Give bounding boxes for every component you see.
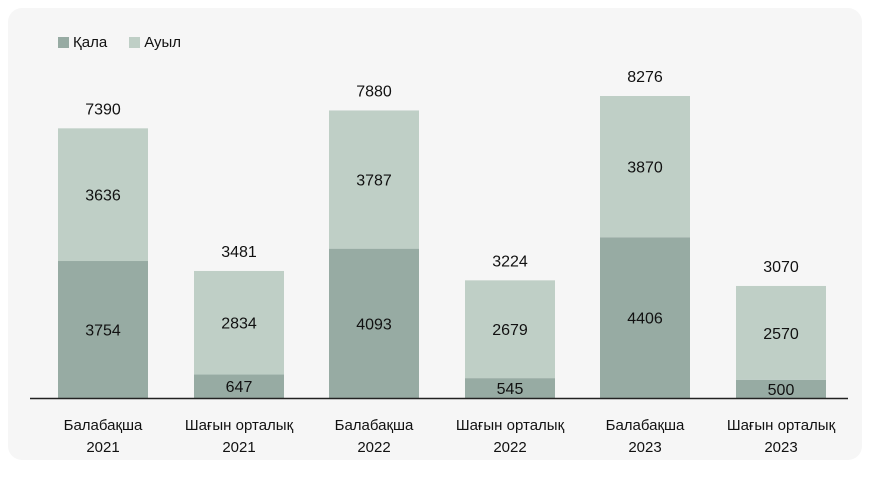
x-tick-label-year: 2022	[357, 439, 390, 456]
bar-segment-city	[329, 248, 419, 398]
bar-segment-village	[600, 96, 690, 238]
x-tick-label-year: 2021	[222, 439, 255, 456]
data-label-city: 545	[497, 381, 524, 398]
data-label-city: 647	[226, 379, 253, 396]
x-tick-label-year: 2022	[493, 439, 526, 456]
data-label-village: 3870	[627, 160, 663, 177]
legend-label-village: Ауыл	[144, 34, 182, 51]
data-label-total: 7390	[85, 101, 121, 118]
bar-segment-village	[465, 280, 555, 379]
x-tick-label-category: Шағын орталық	[456, 417, 565, 434]
data-label-total: 8276	[627, 69, 663, 86]
data-label-total: 3224	[492, 253, 528, 270]
data-label-total: 7880	[356, 83, 392, 100]
x-tick-label-category: Балабақша	[606, 417, 685, 434]
data-label-city: 500	[768, 382, 795, 399]
data-label-city: 4093	[356, 316, 392, 333]
data-label-village: 3787	[356, 173, 392, 190]
bar-segment-city	[600, 237, 690, 398]
data-label-village: 2570	[763, 326, 799, 343]
legend-item-city: Қала	[58, 34, 107, 51]
data-label-total: 3481	[221, 244, 257, 261]
legend-item-village: Ауыл	[129, 34, 181, 51]
x-tick-label-year: 2023	[764, 439, 797, 456]
chart-card	[8, 8, 862, 460]
bar-segment-village	[58, 128, 148, 262]
x-tick-label-year: 2023	[628, 439, 661, 456]
bar-segment-city	[736, 379, 826, 398]
bar-segment-city	[194, 374, 284, 398]
data-label-city: 4406	[627, 311, 663, 328]
x-tick-label-year: 2021	[86, 439, 119, 456]
data-label-city: 3754	[85, 323, 121, 340]
x-tick-label-category: Шағын орталық	[185, 417, 294, 434]
legend-swatch-city	[58, 37, 69, 48]
bar-segment-village	[329, 110, 419, 249]
bar-segment-village	[736, 285, 826, 380]
x-tick-label-category: Шағын орталық	[727, 417, 836, 434]
bar-segment-village	[194, 270, 284, 375]
legend-swatch-village	[129, 37, 141, 48]
bar-segment-city	[465, 378, 555, 398]
data-label-total: 3070	[763, 259, 799, 276]
data-label-village: 3636	[85, 188, 121, 205]
x-tick-label-category: Балабақша	[64, 417, 143, 434]
data-label-village: 2834	[221, 316, 257, 333]
chart-legend: Қала Ауыл	[58, 34, 195, 51]
bar-segment-city	[58, 261, 148, 398]
x-tick-label-category: Балабақша	[335, 417, 414, 434]
data-label-village: 2679	[492, 322, 528, 339]
legend-label-city: Қала	[73, 34, 108, 51]
